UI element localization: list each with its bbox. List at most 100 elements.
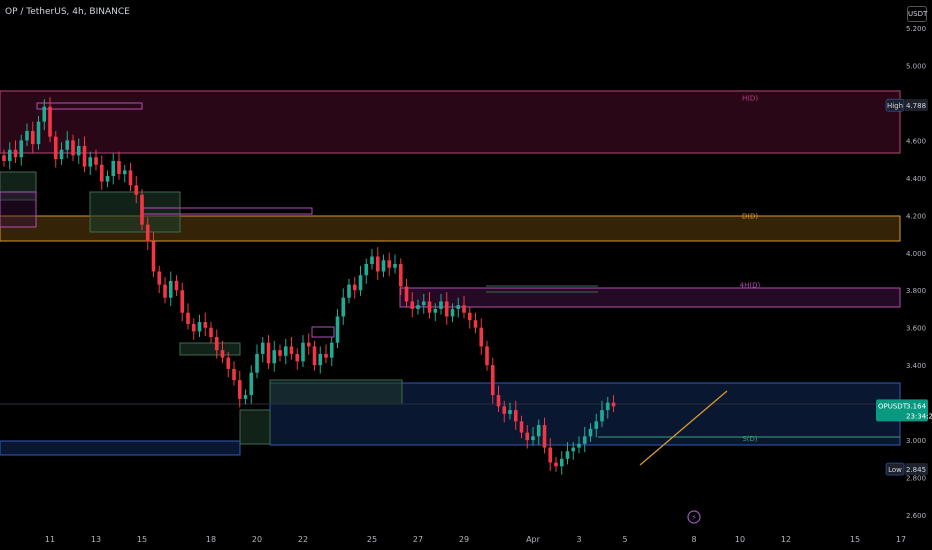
candle-body bbox=[209, 327, 213, 338]
x-tick-label: 29 bbox=[459, 535, 469, 544]
lightning-icon[interactable]: ⚡ bbox=[687, 510, 701, 524]
candle-body bbox=[180, 290, 185, 313]
candle-body bbox=[99, 164, 104, 182]
candle-body bbox=[266, 342, 271, 364]
candle-body bbox=[53, 136, 58, 160]
candle-body bbox=[444, 301, 449, 317]
x-tick-label: 13 bbox=[91, 535, 101, 544]
candle-body bbox=[30, 131, 35, 145]
level-label: 4H(D) bbox=[740, 282, 761, 290]
candle-body bbox=[536, 425, 541, 437]
candle-body bbox=[513, 410, 518, 422]
x-tick-label: 3 bbox=[576, 535, 581, 544]
candle-body bbox=[301, 342, 305, 362]
level-label: D(D) bbox=[742, 212, 759, 220]
candle-body bbox=[456, 305, 461, 309]
candle-body bbox=[605, 402, 610, 411]
x-tick-label: 8 bbox=[691, 535, 696, 544]
candle-body bbox=[134, 185, 139, 195]
candle-body bbox=[168, 280, 173, 298]
candle-body bbox=[48, 106, 52, 137]
candle-body bbox=[582, 436, 587, 444]
candle-body bbox=[611, 402, 616, 407]
candle-body bbox=[485, 346, 489, 366]
candle-body bbox=[473, 320, 478, 328]
candle-body bbox=[76, 146, 81, 156]
candle-body bbox=[352, 284, 357, 291]
y-tick-label: 3.600 bbox=[906, 325, 926, 333]
ob-1 bbox=[89, 191, 181, 233]
candle-body bbox=[404, 286, 409, 302]
candle-body bbox=[260, 342, 265, 354]
trendline[interactable] bbox=[639, 390, 728, 466]
x-tick-label: 22 bbox=[298, 535, 308, 544]
candle-body bbox=[19, 140, 24, 158]
currency-button[interactable]: USDT bbox=[907, 6, 927, 22]
candle-body bbox=[226, 357, 231, 369]
candle-body bbox=[387, 260, 392, 268]
candle-body bbox=[370, 256, 374, 265]
candle-body bbox=[398, 264, 403, 287]
high-tag-label: High bbox=[887, 102, 903, 110]
candle-body bbox=[255, 353, 259, 373]
candle-body bbox=[13, 149, 18, 158]
candle-body bbox=[421, 301, 426, 306]
x-tick-label: 17 bbox=[896, 535, 906, 544]
candle-body bbox=[341, 297, 346, 317]
candle-body bbox=[220, 350, 225, 358]
candle-body bbox=[329, 342, 334, 358]
x-tick-label: 15 bbox=[137, 535, 147, 544]
y-tick-label: 4.000 bbox=[906, 250, 926, 258]
candle-body bbox=[128, 170, 133, 186]
candle-body bbox=[381, 260, 386, 272]
y-tick-label: 3.400 bbox=[906, 362, 926, 370]
candle-body bbox=[163, 284, 167, 298]
candle-body bbox=[278, 350, 282, 356]
candle-body bbox=[289, 346, 294, 354]
ob-3 bbox=[179, 342, 241, 356]
candle-body bbox=[249, 372, 254, 396]
candle-body bbox=[324, 353, 328, 358]
x-tick-label: 15 bbox=[850, 535, 860, 544]
chart-title: OP / TetherUS, 4h, BINANCE bbox=[5, 7, 130, 17]
candle-body bbox=[2, 155, 6, 161]
zone-left-blue bbox=[0, 440, 241, 456]
candle-body bbox=[542, 425, 547, 448]
candle-body bbox=[594, 421, 599, 429]
candle-body bbox=[88, 157, 93, 167]
candle-body bbox=[525, 432, 530, 441]
candle-body bbox=[82, 146, 87, 167]
last-price-label: 3.164 bbox=[906, 402, 927, 410]
candle-body bbox=[65, 140, 70, 150]
x-tick-label: 10 bbox=[735, 535, 745, 544]
candle-body bbox=[232, 368, 236, 381]
y-tick-label: 2.600 bbox=[906, 512, 926, 520]
x-tick-label: 27 bbox=[413, 535, 423, 544]
zone-high bbox=[0, 90, 901, 154]
y-tick-label: 3.800 bbox=[906, 287, 926, 295]
y-tick-label: 4.400 bbox=[906, 175, 926, 183]
candle-body bbox=[36, 121, 41, 145]
last-price-box bbox=[876, 399, 928, 422]
ob-4 bbox=[239, 409, 271, 445]
candle-body bbox=[186, 312, 190, 324]
candle-body bbox=[318, 353, 323, 366]
candle-body bbox=[467, 312, 472, 321]
candle-body bbox=[306, 342, 311, 347]
candle-body bbox=[462, 305, 466, 313]
svg-text:⚡: ⚡ bbox=[691, 513, 697, 522]
candle-body bbox=[140, 194, 144, 225]
x-tick-label: 11 bbox=[45, 535, 55, 544]
candle-body bbox=[105, 175, 110, 182]
candle-body bbox=[243, 395, 248, 399]
candle-body bbox=[450, 308, 455, 317]
candle-body bbox=[490, 365, 495, 396]
candle-body bbox=[531, 436, 535, 441]
candle-body bbox=[479, 327, 484, 347]
candle-body bbox=[364, 264, 369, 276]
candle-body bbox=[393, 264, 397, 268]
candle-body bbox=[577, 443, 581, 448]
y-tick-label: 3.000 bbox=[906, 437, 926, 445]
